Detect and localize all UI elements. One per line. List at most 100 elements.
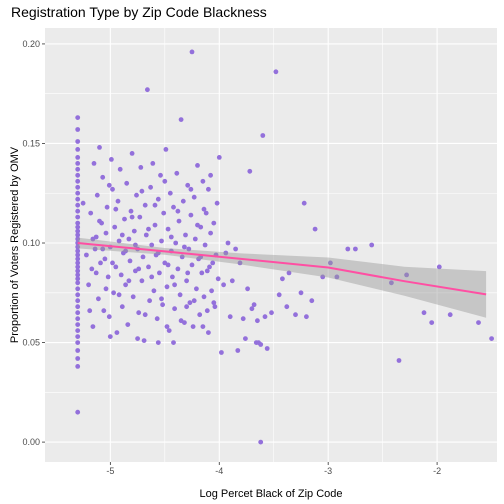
data-point (146, 226, 151, 232)
data-point (189, 262, 195, 268)
data-point (145, 87, 150, 93)
data-point (276, 292, 282, 298)
data-point (110, 260, 115, 266)
data-point (75, 184, 81, 190)
data-point (204, 308, 210, 314)
data-point (150, 161, 156, 166)
data-point (75, 252, 81, 258)
data-point (107, 334, 113, 339)
y-tick-label: 0.00 (22, 437, 40, 447)
data-point (255, 318, 260, 324)
chart-title: Registration Type by Zip Code Blackness (11, 4, 267, 20)
data-point (172, 306, 178, 312)
data-point (119, 232, 125, 238)
data-point (75, 328, 81, 333)
data-point (161, 210, 167, 216)
data-point (157, 270, 162, 276)
data-point (304, 314, 309, 320)
data-point (284, 304, 290, 310)
data-point (221, 282, 227, 288)
data-point (245, 286, 251, 292)
data-point (201, 206, 207, 212)
data-point (75, 316, 81, 322)
data-point (436, 264, 442, 270)
data-point (223, 250, 229, 256)
data-point (105, 274, 111, 280)
data-point (116, 238, 122, 244)
data-point (389, 280, 394, 286)
data-point (163, 147, 169, 152)
data-point (123, 282, 128, 288)
x-tick-label: -2 (433, 466, 441, 476)
data-point (127, 258, 133, 264)
data-point (133, 242, 138, 248)
data-point (97, 218, 102, 224)
data-point (131, 228, 137, 234)
data-point (171, 204, 176, 210)
major-gridlines (45, 28, 497, 462)
data-point (149, 242, 155, 248)
data-point (126, 236, 132, 242)
data-point (92, 246, 98, 252)
data-point (174, 170, 180, 176)
data-point (75, 276, 81, 282)
y-tick-label: 0.15 (22, 138, 40, 148)
data-point (273, 69, 279, 75)
data-point (208, 230, 214, 236)
data-point (195, 163, 200, 168)
data-point (219, 350, 224, 355)
data-point (75, 232, 81, 238)
data-point (94, 192, 100, 198)
data-point (125, 322, 131, 327)
data-point (233, 246, 239, 252)
data-point (258, 342, 264, 347)
minor-gridlines (45, 28, 497, 462)
data-point (249, 306, 255, 312)
data-point (75, 214, 81, 220)
data-point (75, 208, 81, 214)
data-point (320, 274, 326, 280)
data-point (168, 234, 174, 240)
data-point (175, 208, 181, 214)
data-point (114, 330, 120, 335)
data-point (75, 172, 81, 178)
data-point (129, 214, 135, 220)
data-point (84, 252, 89, 258)
data-point (172, 282, 178, 288)
data-point (171, 340, 176, 345)
data-point (177, 292, 183, 298)
data-point (106, 182, 112, 188)
data-point (142, 202, 148, 208)
data-point (93, 270, 99, 276)
data-point (119, 304, 125, 310)
data-point (75, 364, 81, 369)
data-point (182, 244, 187, 250)
data-point (75, 310, 81, 316)
x-tick-label: -3 (324, 466, 332, 476)
data-point (200, 324, 206, 329)
data-point (75, 304, 81, 310)
data-point (75, 244, 81, 250)
data-point (86, 282, 91, 288)
data-point (155, 340, 161, 345)
data-point (97, 145, 102, 150)
data-point (184, 304, 190, 310)
data-point (225, 240, 231, 246)
x-tick-label: -4 (215, 466, 223, 476)
data-point (75, 280, 81, 286)
data-point (167, 190, 173, 196)
data-point (75, 161, 81, 166)
data-point (188, 186, 194, 192)
data-point (75, 190, 81, 196)
data-point (104, 204, 110, 210)
data-point (152, 202, 158, 208)
x-tick-label: -5 (106, 466, 114, 476)
data-point (447, 312, 453, 318)
data-point (164, 324, 170, 329)
data-point (117, 166, 123, 172)
data-point (247, 168, 253, 174)
x-tick-labels: -5 -4 -3 -2 (106, 466, 441, 476)
data-point (421, 310, 427, 316)
data-point (113, 264, 119, 270)
data-point (183, 232, 188, 238)
